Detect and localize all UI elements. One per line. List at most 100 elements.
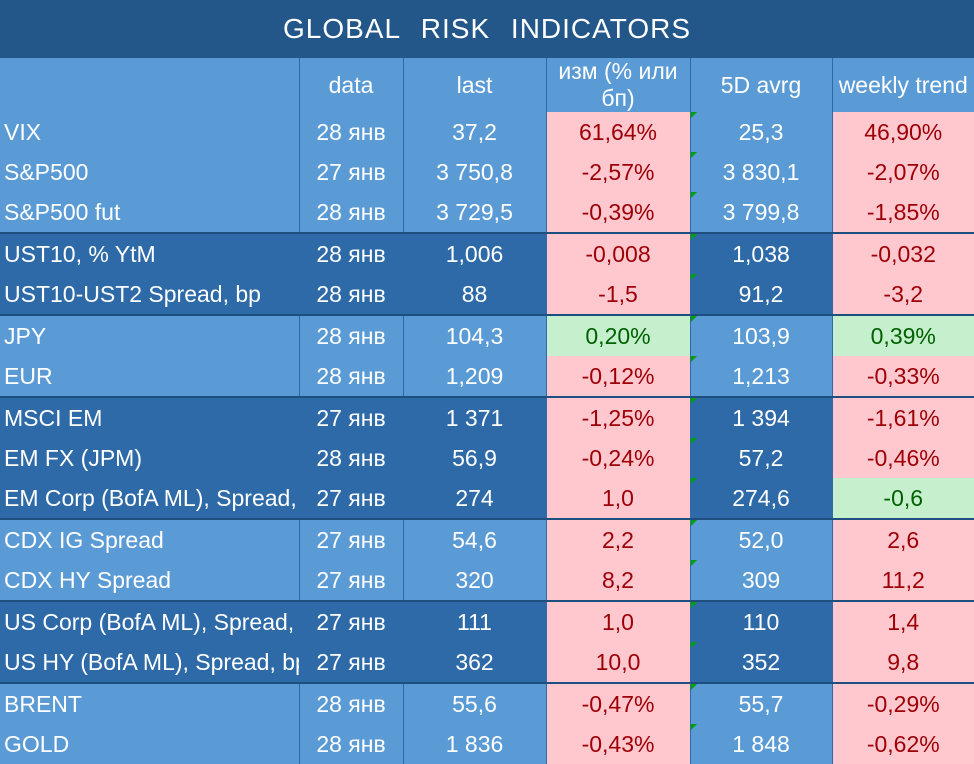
weekly-trend-cell: -0,33% xyxy=(831,356,974,398)
date-cell: 27 янв xyxy=(298,560,403,602)
header-row: data last изм (% или бп) 5D avrg weekly … xyxy=(0,58,974,112)
last-value-cell: 1 371 xyxy=(402,397,546,438)
five-day-average-cell: 52,0 xyxy=(689,519,832,560)
last-value-cell: 1,006 xyxy=(402,233,546,274)
indicator-name: EM FX (JPM) xyxy=(0,438,299,478)
date-cell: 27 янв xyxy=(298,152,403,192)
table-row: S&P500 fut 28 янв 3 729,5 -0,39% 3 799,8 -1,8… xyxy=(0,192,974,234)
five-day-average-cell: 91,2 xyxy=(689,274,832,316)
five-day-average-cell: 110 xyxy=(689,601,832,642)
weekly-trend-cell: 11,2 xyxy=(831,560,974,602)
error-marker-icon xyxy=(691,560,697,566)
weekly-trend-cell: 1,4 xyxy=(831,601,974,642)
header-weekly-trend: weekly trend xyxy=(831,58,974,112)
error-marker-icon xyxy=(691,642,697,648)
date-cell: 28 янв xyxy=(298,233,403,274)
indicator-name: CDX HY Spread xyxy=(0,560,299,602)
table-row: EM FX (JPM) 28 янв 56,9 -0,24% 57,2 -0,46% xyxy=(0,438,974,478)
indicator-name: S&P500 fut xyxy=(0,192,299,234)
change-cell: 8,2 xyxy=(545,560,690,602)
last-value-cell: 362 xyxy=(402,642,546,684)
last-value-cell: 54,6 xyxy=(402,519,546,560)
indicator-name: UST10, % YtM xyxy=(0,233,299,274)
five-day-average-cell: 1 848 xyxy=(689,724,832,764)
indicator-name: US HY (BofA ML), Spread, bp xyxy=(0,642,299,684)
last-value-cell: 55,6 xyxy=(402,683,546,724)
date-cell: 28 янв xyxy=(298,356,403,398)
header-date: data xyxy=(298,58,403,112)
indicator-name: GOLD xyxy=(0,724,299,764)
weekly-trend-cell: -0,46% xyxy=(831,438,974,478)
indicator-name: BRENT xyxy=(0,683,299,724)
date-cell: 28 янв xyxy=(298,438,403,478)
five-day-average-cell: 3 830,1 xyxy=(689,152,832,192)
table-row: EUR 28 янв 1,209 -0,12% 1,213 -0,33% xyxy=(0,356,974,398)
weekly-trend-cell: -0,032 xyxy=(831,233,974,274)
header-indicator xyxy=(0,58,299,112)
table-row: US HY (BofA ML), Spread, bp 27 янв 362 10,0… xyxy=(0,642,974,684)
weekly-trend-cell: -0,29% xyxy=(831,683,974,724)
error-marker-icon xyxy=(691,316,697,322)
table-row: EM Corp (BofA ML), Spread, bp 27 янв 274 1,… xyxy=(0,478,974,520)
risk-indicators-table: data last изм (% или бп) 5D avrg weekly … xyxy=(0,58,974,764)
indicator-name: S&P500 xyxy=(0,152,299,192)
date-cell: 27 янв xyxy=(298,642,403,684)
weekly-trend-cell: -1,61% xyxy=(831,397,974,438)
weekly-trend-cell: 46,90% xyxy=(831,112,974,152)
weekly-trend-cell: -0,62% xyxy=(831,724,974,764)
change-cell: -1,5 xyxy=(545,274,690,316)
last-value-cell: 320 xyxy=(402,560,546,602)
date-cell: 28 янв xyxy=(298,274,403,316)
table-row: S&P500 27 янв 3 750,8 -2,57% 3 830,1 -2,07% xyxy=(0,152,974,192)
five-day-average-cell: 274,6 xyxy=(689,478,832,520)
weekly-trend-cell: 0,39% xyxy=(831,315,974,356)
weekly-trend-cell: -3,2 xyxy=(831,274,974,316)
error-marker-icon xyxy=(691,274,697,280)
error-marker-icon xyxy=(691,520,697,526)
last-value-cell: 111 xyxy=(402,601,546,642)
change-cell: -0,12% xyxy=(545,356,690,398)
last-value-cell: 56,9 xyxy=(402,438,546,478)
change-cell: -0,43% xyxy=(545,724,690,764)
error-marker-icon xyxy=(691,724,697,730)
five-day-average-cell: 57,2 xyxy=(689,438,832,478)
five-day-average-cell: 309 xyxy=(689,560,832,602)
last-value-cell: 274 xyxy=(402,478,546,520)
table-row: VIX 28 янв 37,2 61,64% 25,3 46,90% xyxy=(0,112,974,152)
last-value-cell: 37,2 xyxy=(402,112,546,152)
weekly-trend-cell: 9,8 xyxy=(831,642,974,684)
last-value-cell: 3 750,8 xyxy=(402,152,546,192)
error-marker-icon xyxy=(691,602,697,608)
error-marker-icon xyxy=(691,112,697,118)
five-day-average-cell: 1 394 xyxy=(689,397,832,438)
header-5d-average: 5D avrg xyxy=(689,58,832,112)
indicator-name: US Corp (BofA ML), Spread, bp xyxy=(0,601,299,642)
header-change: изм (% или бп) xyxy=(545,58,690,112)
five-day-average-cell: 103,9 xyxy=(689,315,832,356)
date-cell: 27 янв xyxy=(298,478,403,520)
table-row: JPY 28 янв 104,3 0,20% 103,9 0,39% xyxy=(0,315,974,356)
change-cell: -0,24% xyxy=(545,438,690,478)
change-cell: 61,64% xyxy=(545,112,690,152)
five-day-average-cell: 1,213 xyxy=(689,356,832,398)
error-marker-icon xyxy=(691,478,697,484)
date-cell: 27 янв xyxy=(298,601,403,642)
indicator-name: VIX xyxy=(0,112,299,152)
date-cell: 28 янв xyxy=(298,315,403,356)
date-cell: 27 янв xyxy=(298,519,403,560)
weekly-trend-cell: -2,07% xyxy=(831,152,974,192)
weekly-trend-cell: -1,85% xyxy=(831,192,974,234)
error-marker-icon xyxy=(691,234,697,240)
header-last: last xyxy=(402,58,546,112)
five-day-average-cell: 352 xyxy=(689,642,832,684)
change-cell: -0,47% xyxy=(545,683,690,724)
five-day-average-cell: 25,3 xyxy=(689,112,832,152)
change-cell: -2,57% xyxy=(545,152,690,192)
table-row: US Corp (BofA ML), Spread, bp 27 янв 111 1,… xyxy=(0,601,974,642)
last-value-cell: 1 836 xyxy=(402,724,546,764)
weekly-trend-cell: -0,6 xyxy=(831,478,974,520)
change-cell: -0,39% xyxy=(545,192,690,234)
table-row: CDX IG Spread 27 янв 54,6 2,2 52,0 2,6 xyxy=(0,519,974,560)
table-row: UST10-UST2 Spread, bp 28 янв 88 -1,5 91,2 -3,… xyxy=(0,274,974,316)
table-row: BRENT 28 янв 55,6 -0,47% 55,7 -0,29% xyxy=(0,683,974,724)
